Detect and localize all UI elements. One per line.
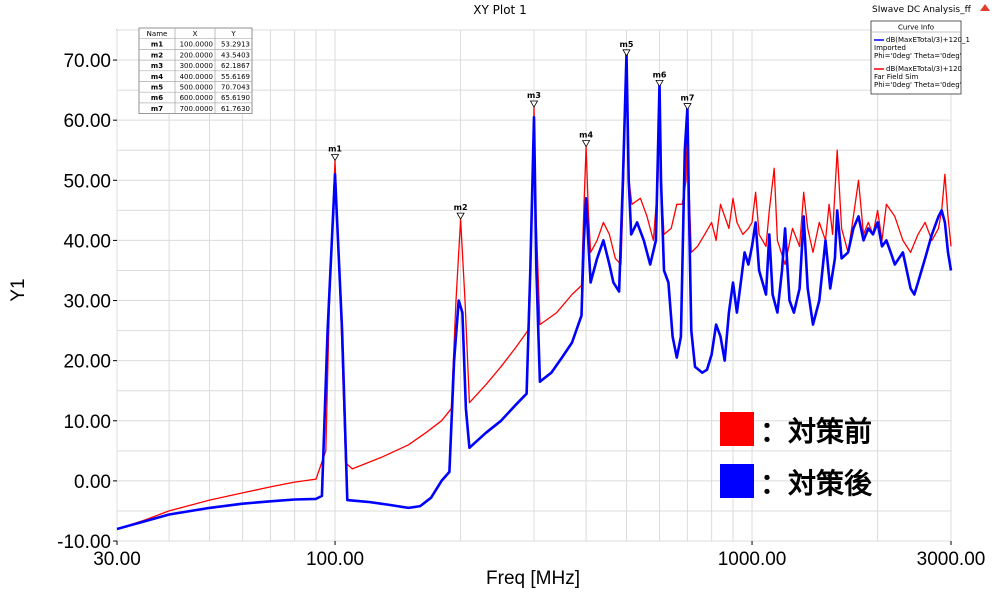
curve-info-text: Phi='0deg' Theta='0deg': [874, 52, 962, 60]
y-tick-label: 30.00: [63, 292, 111, 313]
project-logo-icon: [980, 4, 990, 11]
y-axis-label: Y1: [8, 278, 29, 301]
marker-table-header: Name: [147, 30, 168, 38]
marker-table-value: m6: [151, 94, 163, 102]
marker-table-value: m4: [151, 73, 163, 81]
marker-table-value: 53.2913: [221, 41, 250, 49]
marker-label: m4: [579, 131, 593, 140]
marker-table-value: m3: [151, 62, 163, 70]
marker-table-value: 400.0000: [180, 73, 213, 81]
curve-info-text: dB(MaxETotal/3)+120_1: [886, 36, 970, 44]
marker-label: m1: [328, 145, 342, 154]
marker-table-value: 55.6169: [221, 73, 250, 81]
y-tick-label: 40.00: [63, 231, 111, 252]
legend-label-before: ：対策前: [760, 415, 872, 448]
y-tick-label: 0.00: [74, 472, 111, 493]
y-tick-label: 20.00: [63, 352, 111, 373]
marker-table-value: 600.0000: [180, 94, 213, 102]
marker-table-value: 200.0000: [180, 51, 213, 59]
y-tick-label: 70.00: [63, 51, 111, 72]
marker-table-value: m2: [151, 51, 163, 59]
marker-label: m2: [454, 203, 468, 212]
x-tick-label: 1000.00: [718, 549, 787, 570]
marker-triangle[interactable]: [655, 79, 664, 88]
marker-label: m5: [620, 40, 634, 49]
marker-table-value: 500.0000: [180, 84, 213, 92]
marker-label: m6: [653, 70, 667, 79]
overlay-legend: ：対策前 ：対策後: [720, 412, 873, 500]
x-axis-ticks: 30.00 100.00 1000.00 3000.00: [93, 541, 985, 570]
marker-table-header: X: [193, 30, 198, 38]
marker-triangle[interactable]: [622, 49, 631, 57]
marker-table-value: 700.0000: [180, 105, 213, 113]
marker-table-value: m1: [151, 41, 163, 49]
marker-table-value: m5: [151, 84, 163, 92]
markers-group: m1 m2 m3 m4 m5 m6 m7: [328, 40, 694, 220]
marker-label: m3: [527, 91, 541, 100]
legend-swatch-after: [720, 464, 754, 498]
curve-info-text: Phi='0deg' Theta='0deg': [874, 81, 962, 89]
y-axis-ticks: -10.00 0.00 10.00 20.00 30.00 40.00 50.00 60.00…: [57, 51, 117, 553]
marker-table-cell: [214, 102, 253, 114]
marker-triangle[interactable]: [529, 100, 539, 108]
y-tick-label: 10.00: [63, 412, 111, 433]
curve-info-text: Imported: [874, 44, 906, 52]
x-tick-label: 100.00: [306, 549, 364, 570]
curve-info-box[interactable]: Curve InfodB(MaxETotal/3)+120_1ImportedP…: [870, 20, 970, 95]
series-line-after[interactable]: [116, 52, 953, 531]
marker-table-value: 70.7043: [221, 84, 250, 92]
marker-triangle[interactable]: [581, 140, 591, 148]
marker-table-value: 43.5403: [221, 51, 250, 59]
curve-info-text: dB(MaxETotal/3)+120: [886, 65, 962, 73]
marker-triangle[interactable]: [330, 154, 340, 162]
marker-table-value: 62.1867: [221, 62, 250, 70]
project-name: SIwave DC Analysis_ff: [872, 5, 972, 15]
marker-table-value: m7: [151, 105, 163, 113]
marker-table-value: 100.0000: [180, 41, 213, 49]
marker-table-value: 65.6190: [221, 94, 250, 102]
legend-label-after: ：対策後: [760, 467, 873, 500]
marker-triangle[interactable]: [456, 212, 465, 220]
marker-table-value: 61.7630: [221, 105, 250, 113]
y-tick-label: -10.00: [57, 532, 111, 553]
legend-swatch-before: [720, 412, 754, 446]
marker-table-header: Y: [230, 30, 236, 38]
curve-info-text: Far Field Sim: [874, 73, 919, 81]
y-tick-label: 60.00: [63, 111, 111, 132]
marker-table[interactable]: Name X Ym1 100.0000 53.2913 m2 200.0000 43.5403…: [138, 27, 253, 114]
marker-label: m7: [680, 94, 694, 103]
x-tick-label: 30.00: [93, 549, 141, 570]
y-tick-label: 50.00: [63, 171, 111, 192]
curve-info-title: Curve Info: [898, 24, 934, 32]
curve-info-frame: [870, 20, 962, 95]
marker-table-value: 300.0000: [180, 62, 213, 70]
x-axis-label: Freq [MHz]: [486, 568, 580, 589]
series-group: [116, 52, 953, 531]
x-tick-label: 3000.00: [917, 549, 986, 570]
marker-triangle[interactable]: [683, 103, 692, 111]
plot-title: XY Plot 1: [473, 3, 526, 17]
